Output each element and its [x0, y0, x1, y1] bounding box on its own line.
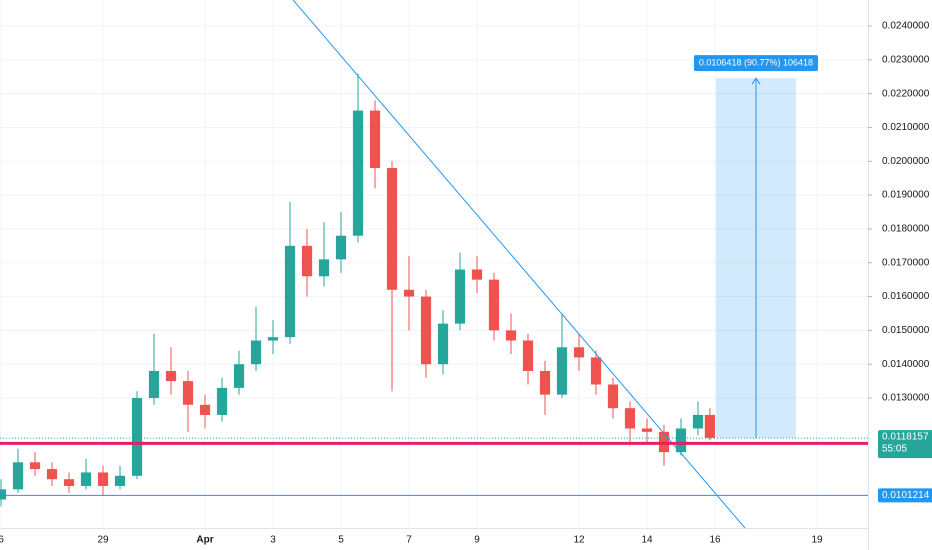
x-tick-label: 14	[641, 535, 653, 546]
y-tick-label: 0.0180000	[882, 224, 930, 235]
x-tick-label: 9	[474, 535, 480, 546]
position-arrow-head	[751, 77, 761, 85]
candle-body	[539, 370, 551, 395]
x-tick-label: 7	[406, 535, 412, 546]
position-label: 0.0106418 (90.77%) 106418	[699, 58, 813, 68]
candle-body	[148, 370, 160, 399]
last-price-tag	[878, 430, 932, 459]
candle-body	[284, 245, 296, 338]
y-tick-label: 0.0210000	[882, 122, 930, 133]
candle-body	[607, 384, 619, 409]
candle-body	[590, 357, 602, 385]
y-tick-label: 0.0240000	[882, 21, 930, 32]
y-tick-label: 0.0190000	[882, 190, 930, 201]
y-tick-label: 0.0150000	[882, 325, 930, 336]
candle-body	[0, 489, 7, 500]
x-tick-label: Apr	[196, 535, 213, 546]
candle-body	[505, 330, 517, 341]
candle-body	[573, 347, 585, 358]
x-tick-label: 6	[0, 535, 4, 546]
candle-body	[250, 340, 262, 365]
x-tick-label: 19	[811, 535, 823, 546]
y-tick-label: 0.0130000	[882, 393, 930, 404]
countdown-label: 55:05	[882, 444, 907, 455]
candle-body	[216, 387, 228, 415]
candle-body	[131, 398, 143, 476]
candle-body	[641, 428, 653, 432]
candle-body	[454, 269, 466, 324]
x-tick-label: 3	[270, 535, 276, 546]
candle-body	[386, 168, 398, 290]
candle-body	[556, 347, 568, 395]
candle-body	[704, 414, 716, 438]
candle-body	[420, 296, 432, 365]
candle-body	[267, 337, 279, 341]
candle-body	[182, 381, 194, 405]
candle-body	[46, 469, 58, 480]
candle-body	[522, 340, 534, 371]
candle-body	[369, 110, 381, 169]
candle-body	[80, 472, 92, 486]
y-tick-label: 0.0170000	[882, 257, 930, 268]
candle-body	[114, 475, 126, 486]
x-tick-label: 29	[97, 535, 109, 546]
x-tick-label: 16	[709, 535, 721, 546]
position-label-box	[693, 55, 819, 72]
candle-body	[29, 462, 41, 470]
candle-body	[675, 428, 687, 453]
trendline	[292, 0, 746, 529]
candle-body	[335, 235, 347, 260]
y-tick-label: 0.0140000	[882, 359, 930, 370]
candle-body	[97, 472, 109, 486]
x-tick-label: 5	[338, 535, 344, 546]
candle-body	[12, 462, 24, 490]
level-price-tag	[878, 488, 932, 503]
candle-body	[403, 289, 415, 297]
level-price-label: 0.0101214	[882, 490, 930, 501]
candle-body	[318, 259, 330, 277]
y-tick-label: 0.0220000	[882, 88, 930, 99]
candle-body	[63, 479, 75, 486]
candle-body	[692, 414, 704, 429]
y-tick-label: 0.0160000	[882, 291, 930, 302]
y-tick-label: 0.0230000	[882, 54, 930, 65]
candle-body	[165, 370, 177, 382]
y-tick-label: 0.0200000	[882, 156, 930, 167]
candle-body	[624, 408, 636, 429]
candle-body	[488, 279, 500, 331]
candle-body	[233, 364, 245, 388]
x-tick-label: 12	[573, 535, 585, 546]
candle-body	[471, 269, 483, 280]
candle-body	[301, 245, 313, 277]
candle-body	[437, 323, 449, 365]
candle-body	[352, 110, 364, 236]
last-price-label: 0.0118157	[882, 432, 929, 443]
candle-body	[199, 404, 211, 415]
